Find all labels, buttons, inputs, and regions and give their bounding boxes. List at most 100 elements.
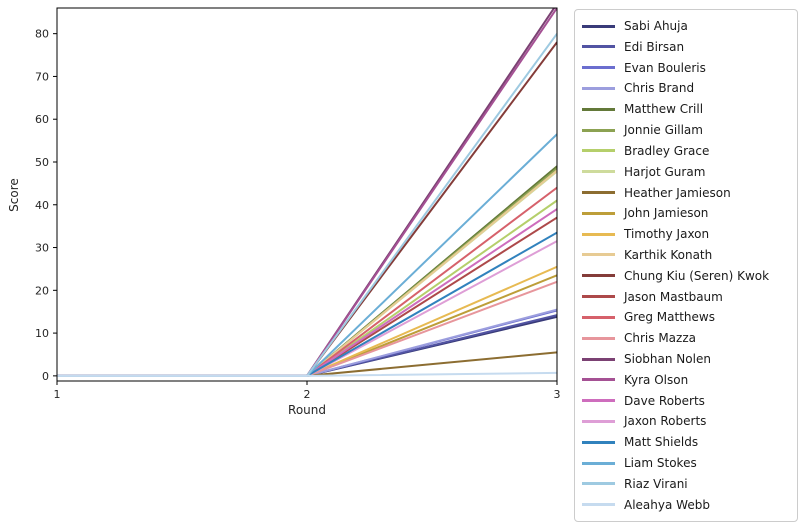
data-lines xyxy=(57,8,557,377)
y-tick-label: 50 xyxy=(35,156,49,169)
series-line xyxy=(57,167,557,377)
x-tick-label: 3 xyxy=(554,388,561,401)
legend-label: Chung Kiu (Seren) Kwok xyxy=(624,268,770,283)
legend-label: Edi Birsan xyxy=(624,39,685,54)
legend-item: Evan Bouleris xyxy=(582,58,790,78)
legend-line-swatch xyxy=(582,86,615,90)
series-line xyxy=(57,274,557,377)
x-tick-label: 2 xyxy=(304,388,311,401)
legend-label: Karthik Konath xyxy=(624,247,713,262)
legend-label: Timothy Jaxon xyxy=(624,227,710,242)
legend-label: Aleahya Webb xyxy=(624,497,710,512)
y-tick-label: 70 xyxy=(35,70,49,83)
legend-line-swatch xyxy=(582,45,615,49)
legend-label: Jonnie Gillam xyxy=(624,123,703,138)
legend-line-swatch xyxy=(582,399,615,403)
legend-label: Kyra Olson xyxy=(624,372,689,387)
legend-line-swatch xyxy=(582,440,615,444)
legend-line-swatch xyxy=(582,253,615,257)
legend-line-swatch xyxy=(582,378,615,382)
series-line xyxy=(57,33,557,377)
legend-label: Matt Shields xyxy=(624,435,699,450)
legend-line-swatch xyxy=(582,232,615,236)
series-line xyxy=(57,170,557,377)
legend-label: Riaz Virani xyxy=(624,476,688,491)
legend-label: Harjot Guram xyxy=(624,164,706,179)
y-tick-label: 20 xyxy=(35,284,49,297)
legend-line-swatch xyxy=(582,461,615,465)
legend-line-swatch xyxy=(582,419,615,423)
legend-line-swatch xyxy=(582,128,615,132)
y-axis-label: Score xyxy=(7,178,21,212)
legend-item: Liam Stokes xyxy=(582,453,790,473)
legend-line-swatch xyxy=(582,274,615,278)
legend-line-swatch xyxy=(582,149,615,153)
legend-item: Jonnie Gillam xyxy=(582,120,790,140)
legend-label: Matthew Crill xyxy=(624,102,704,117)
series-line xyxy=(57,216,557,377)
legend-item: Heather Jamieson xyxy=(582,183,790,203)
plot-frame xyxy=(56,7,558,382)
legend-line-swatch xyxy=(582,357,615,361)
legend-line-swatch xyxy=(582,503,615,507)
legend-label: Sabi Ahuja xyxy=(624,19,688,33)
legend-item: Jaxon Roberts xyxy=(582,411,790,431)
legend-item: Kyra Olson xyxy=(582,370,790,390)
legend-item: Matthew Crill xyxy=(582,99,790,119)
legend-item: Aleahya Webb xyxy=(582,495,790,515)
x-axis: 1 2 3 xyxy=(54,381,561,401)
y-tick-label: 80 xyxy=(35,28,49,41)
legend-line-swatch xyxy=(582,295,615,299)
legend-item: John Jamieson xyxy=(582,203,790,223)
series-line xyxy=(57,41,557,377)
series-line xyxy=(57,309,557,377)
legend-line-swatch xyxy=(582,211,615,215)
y-tick-label: 60 xyxy=(35,113,49,126)
legend-item: Sabi Ahuja xyxy=(582,16,790,36)
series-line xyxy=(57,240,557,377)
legend-label: Chris Brand xyxy=(624,81,695,96)
series-line xyxy=(57,308,557,377)
y-tick-label: 30 xyxy=(35,242,49,255)
legend-label: Evan Bouleris xyxy=(624,60,706,75)
legend-label: Chris Mazza xyxy=(624,331,696,346)
legend-item: Chris Brand xyxy=(582,78,790,98)
legend-line-swatch xyxy=(582,315,615,319)
legend-line-swatch xyxy=(582,66,615,70)
legend: Sabi Ahuja Edi Birsan Evan Bouleris Chris B… xyxy=(574,9,798,522)
series-line xyxy=(57,133,557,377)
legend-label: John Jamieson xyxy=(624,206,709,221)
legend-label: Jaxon Roberts xyxy=(624,414,707,429)
y-tick-label: 40 xyxy=(35,199,49,212)
legend-item: Chung Kiu (Seren) Kwok xyxy=(582,266,790,286)
legend-item: Riaz Virani xyxy=(582,474,790,494)
legend-item: Jason Mastbaum xyxy=(582,287,790,307)
legend-line-swatch xyxy=(582,107,615,111)
series-line xyxy=(57,371,557,377)
y-axis: 0 10 20 30 40 50 60 70 80 xyxy=(35,28,57,383)
legend-item: Timothy Jaxon xyxy=(582,224,790,244)
series-line xyxy=(57,169,557,377)
series-line xyxy=(57,208,557,377)
legend-line-swatch xyxy=(582,336,615,340)
legend-item: Bradley Grace xyxy=(582,141,790,161)
legend-item: Chris Mazza xyxy=(582,328,790,348)
legend-label: Dave Roberts xyxy=(624,393,705,408)
legend-item: Matt Shields xyxy=(582,432,790,452)
legend-item: Harjot Guram xyxy=(582,162,790,182)
legend-label: Siobhan Nolen xyxy=(624,352,711,366)
y-tick-label: 0 xyxy=(42,370,49,383)
series-line xyxy=(57,315,557,377)
legend-item: Greg Matthews xyxy=(582,307,790,327)
legend-label: Greg Matthews xyxy=(624,310,715,325)
legend-line-swatch xyxy=(582,170,615,174)
legend-line-swatch xyxy=(582,24,615,28)
series-line xyxy=(57,8,557,377)
legend-line-swatch xyxy=(582,191,615,194)
legend-item: Siobhan Nolen xyxy=(582,349,790,369)
legend-label: Bradley Grace xyxy=(624,143,710,158)
legend-label: Heather Jamieson xyxy=(624,185,731,200)
y-tick-label: 10 xyxy=(35,327,49,340)
